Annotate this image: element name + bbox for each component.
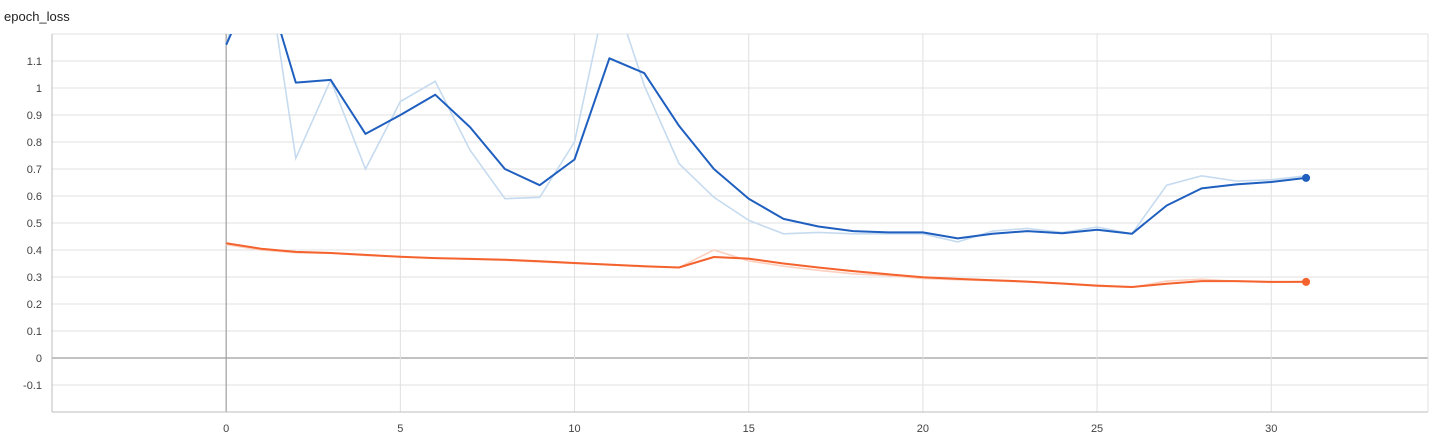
x-tick-label: 20: [917, 423, 929, 435]
x-tick-label: 30: [1265, 423, 1277, 435]
y-tick-label: 0.2: [27, 299, 42, 311]
y-tick-label: 0.1: [27, 326, 42, 338]
x-tick-label: 15: [743, 423, 755, 435]
x-tick-label: 25: [1091, 423, 1103, 435]
y-tick-label: 0.8: [27, 137, 42, 149]
x-tick-label: 0: [223, 423, 229, 435]
y-tick-label: 0.3: [27, 272, 42, 284]
x-tick-label: 5: [397, 423, 403, 435]
y-tick-label: 0.4: [27, 245, 42, 257]
y-tick-label: 1: [36, 83, 42, 95]
y-tick-label: -0.1: [23, 380, 42, 392]
y-tick-label: 0.7: [27, 164, 42, 176]
series-0-end-point: [1302, 173, 1311, 182]
series-0-smoothed-line: [225, 34, 1307, 240]
series-1-smoothed-line: [226, 242, 1307, 288]
series-1-raw-line: [226, 243, 1307, 289]
chart-title: epoch_loss: [4, 9, 70, 24]
y-tick-label: 0.6: [27, 191, 42, 203]
y-tick-label: 1.1: [27, 56, 42, 68]
y-tick-label: 0: [36, 353, 42, 365]
x-tick-label: 10: [568, 423, 580, 435]
series-1-end-point: [1302, 277, 1311, 286]
y-tick-label: 0.5: [27, 218, 42, 230]
y-tick-label: 0.9: [27, 110, 42, 122]
